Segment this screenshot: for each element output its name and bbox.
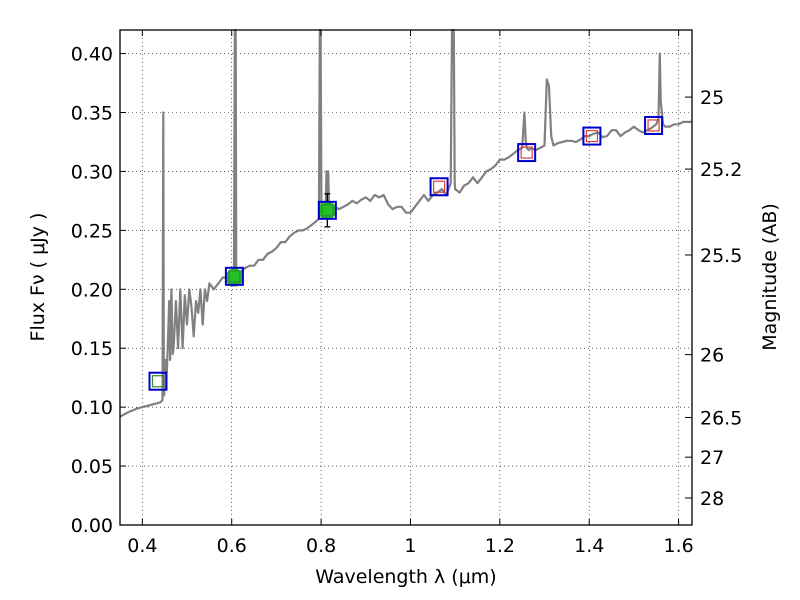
model-box-inner bbox=[321, 204, 334, 217]
y-tick-label: 0.35 bbox=[71, 103, 113, 125]
marker-layer bbox=[148, 115, 664, 391]
x-tick-label: 1.6 bbox=[663, 535, 693, 557]
model-box-inner bbox=[432, 180, 446, 193]
model-box-inner bbox=[151, 375, 165, 388]
y-tick-label: 0.30 bbox=[71, 161, 113, 183]
plot-area bbox=[120, 30, 692, 525]
model-box bbox=[582, 126, 602, 146]
y-tick-label: 0.40 bbox=[71, 44, 113, 66]
x-axis-label: Wavelength λ (μm) bbox=[315, 566, 496, 588]
model-box bbox=[317, 200, 337, 220]
x-tick-label: 1 bbox=[404, 535, 416, 557]
x-tick-label: 0.6 bbox=[217, 535, 247, 557]
spectrum-line bbox=[119, 28, 692, 418]
model-box bbox=[644, 115, 664, 135]
y-tick-label: 0.25 bbox=[71, 220, 113, 242]
y2-tick-label: 28 bbox=[700, 488, 724, 510]
y2-tick-label: 25 bbox=[700, 87, 724, 109]
y-tick-label: 0.10 bbox=[71, 397, 113, 419]
y-tick-label: 0.00 bbox=[71, 515, 113, 537]
model-box bbox=[224, 266, 244, 286]
y-axis-label: Flux Fν ( μJy ) bbox=[27, 213, 49, 342]
y-tick-label: 0.20 bbox=[71, 279, 113, 301]
model-box-inner bbox=[520, 146, 533, 159]
y2-tick-label: 25.2 bbox=[700, 159, 742, 181]
y2-tick-label: 27 bbox=[700, 447, 724, 469]
model-box-inner bbox=[647, 119, 660, 132]
x-tick-label: 1.4 bbox=[574, 535, 604, 557]
model-box-inner bbox=[228, 270, 241, 283]
y2-axis-label: Magnitude (AB) bbox=[759, 203, 781, 351]
model-box bbox=[517, 143, 537, 163]
x-tick-label: 1.2 bbox=[485, 535, 515, 557]
plot-frame bbox=[119, 29, 693, 526]
y-tick-label: 0.05 bbox=[71, 456, 113, 478]
model-box bbox=[429, 177, 449, 197]
model-box bbox=[148, 371, 168, 391]
spectrum-layer bbox=[119, 28, 692, 418]
model-box-inner bbox=[585, 129, 599, 143]
y2-tick-label: 26 bbox=[700, 345, 724, 367]
y2-tick-label: 26.5 bbox=[700, 408, 742, 430]
x-tick-label: 0.8 bbox=[306, 535, 336, 557]
x-tick-label: 0.4 bbox=[127, 535, 157, 557]
y2-tick-label: 25.5 bbox=[700, 245, 742, 267]
ticks: 0.4 0.6 0.8 1 1.2 1.4 1.6 0.00 0.05 0.10 0.15 0.20 0… bbox=[71, 30, 742, 557]
y-tick-label: 0.15 bbox=[71, 338, 113, 360]
